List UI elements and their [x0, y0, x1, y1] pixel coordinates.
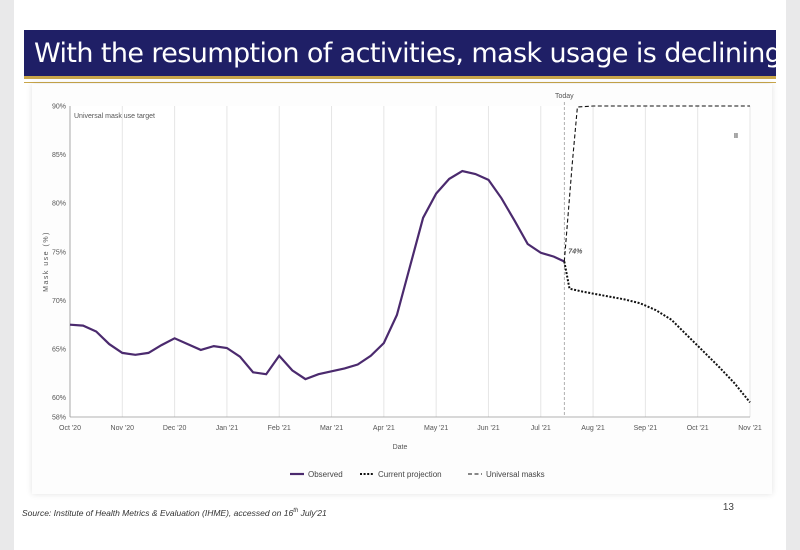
y-tick-label: 70% — [52, 298, 66, 305]
y-tick-label: 75% — [52, 249, 66, 256]
y-axis-title: Mask use (%) — [43, 231, 50, 292]
x-tick-label: Jun '21 — [477, 425, 499, 432]
legend-label: Universal masks — [486, 470, 545, 479]
x-tick-label: Dec '20 — [163, 425, 187, 432]
x-tick-label: May '21 — [424, 425, 448, 432]
series-line-observed — [69, 169, 565, 381]
x-tick-label: Jul '21 — [531, 425, 551, 432]
source-superscript: th — [293, 508, 299, 515]
x-tick-label: Nov '21 — [738, 425, 762, 432]
today-label: Today — [555, 93, 574, 100]
source-note: Source: Institute of Health Metrics & Ev… — [22, 508, 327, 518]
target-label: Universal mask use target — [74, 113, 155, 120]
x-tick-label: Oct '21 — [687, 425, 709, 432]
series-line-current-projection — [563, 261, 751, 404]
page-number: 13 — [722, 502, 734, 513]
x-tick-label: Feb '21 — [268, 425, 291, 432]
x-tick-label: Mar '21 — [320, 425, 343, 432]
x-axis-title: Date — [393, 444, 408, 451]
x-tick-label: Apr '21 — [373, 425, 395, 432]
y-tick-label: 90% — [52, 104, 66, 111]
title-bar: With the resumption of activities, mask … — [24, 30, 782, 79]
y-tick-label: 58% — [52, 415, 66, 422]
y-tick-label: 85% — [52, 152, 66, 159]
slide-title: With the resumption of activities, mask … — [34, 37, 782, 69]
slide: With the resumption of activities, mask … — [14, 0, 786, 550]
x-tick-label: Sep '21 — [634, 425, 658, 432]
source-prefix: Source: Institute of Health Metrics & Ev… — [22, 508, 294, 518]
x-tick-label: Oct '20 — [59, 425, 81, 432]
legend-label: Current projection — [378, 470, 442, 479]
y-tick-label: 60% — [52, 395, 66, 402]
y-tick-label: 80% — [52, 201, 66, 208]
legend-label: Observed — [308, 470, 343, 479]
x-tick-label: Jan '21 — [216, 425, 238, 432]
y-tick-label: 65% — [52, 346, 66, 353]
plot-area — [70, 106, 750, 417]
x-tick-label: Nov '20 — [111, 425, 135, 432]
x-tick-label: Aug '21 — [581, 425, 605, 432]
annotation-74: 74% — [568, 249, 583, 256]
source-suffix: July'21 — [298, 508, 327, 518]
mask-use-chart: Oct '20 Nov '20 Dec '20 Jan '21 Feb '21 Mar '… — [43, 93, 762, 479]
chart-panel: Oct '20 Nov '20 Dec '20 Jan '21 Feb '21 Mar '… — [32, 84, 772, 494]
title-underline — [24, 82, 776, 83]
series-line-universal-masks — [563, 105, 750, 262]
side-mark: II — [734, 133, 738, 140]
